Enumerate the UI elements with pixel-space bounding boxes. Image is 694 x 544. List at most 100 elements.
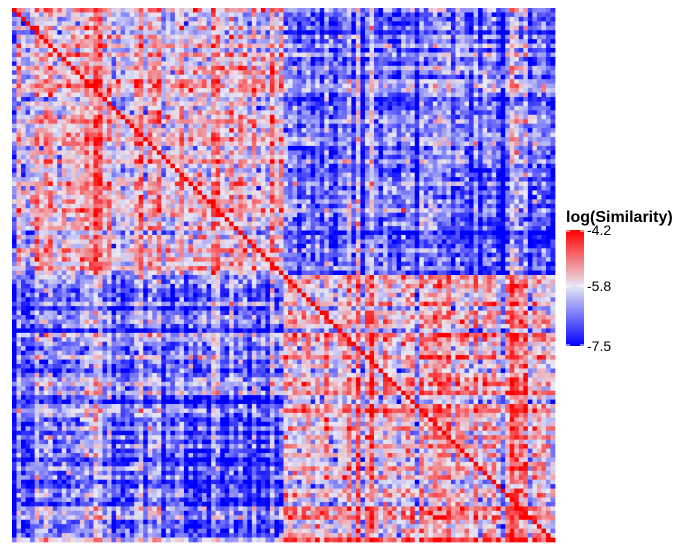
heatmap-cell: [482, 43, 488, 49]
heatmap-cell: [25, 30, 31, 36]
heatmap-cell: [30, 56, 35, 62]
heatmap-cell: [491, 163, 497, 169]
heatmap-cell: [265, 137, 271, 142]
heatmap-cell: [514, 12, 520, 18]
heatmap-cell: [215, 92, 221, 98]
heatmap-cell: [401, 21, 407, 27]
heatmap-cell: [310, 88, 316, 93]
heatmap-cell: [70, 70, 76, 76]
heatmap-cell: [269, 43, 275, 49]
heatmap-cell: [34, 92, 40, 98]
heatmap-cell: [396, 92, 402, 98]
heatmap-cell: [333, 128, 339, 133]
heatmap-cell: [432, 181, 438, 187]
heatmap-cell: [170, 119, 176, 125]
heatmap-cell: [229, 43, 235, 49]
heatmap-cell: [505, 177, 511, 182]
heatmap-cell: [21, 97, 26, 102]
heatmap-cell: [224, 172, 230, 178]
heatmap-cell: [319, 119, 325, 125]
heatmap-cell: [21, 168, 26, 173]
heatmap-cell: [52, 8, 58, 13]
heatmap-cell: [202, 105, 207, 111]
heatmap-cell: [342, 172, 348, 178]
heatmap-cell: [238, 114, 244, 120]
heatmap-cell: [48, 43, 54, 49]
heatmap-cell: [66, 163, 72, 169]
heatmap-cell: [441, 16, 447, 22]
heatmap-cell: [16, 52, 22, 58]
heatmap-cell: [283, 168, 289, 173]
heatmap-cell: [464, 88, 470, 93]
heatmap-cell: [387, 16, 393, 22]
heatmap-cell: [328, 12, 334, 18]
heatmap-cell: [102, 190, 108, 196]
heatmap-cell: [410, 145, 416, 151]
heatmap-cell: [292, 123, 298, 129]
heatmap-cell: [202, 43, 207, 49]
heatmap-cell: [206, 8, 212, 13]
heatmap-cell: [437, 83, 443, 89]
heatmap-cell: [378, 43, 384, 49]
heatmap-cell: [179, 168, 185, 173]
heatmap-cell: [97, 163, 103, 169]
heatmap-cell: [43, 105, 49, 111]
heatmap-cell: [301, 92, 307, 98]
heatmap-cell: [34, 16, 40, 22]
heatmap-cell: [324, 74, 330, 80]
heatmap-cell: [527, 61, 533, 67]
heatmap-cell: [138, 181, 144, 187]
heatmap-cell: [509, 30, 515, 36]
heatmap-cell: [315, 79, 321, 84]
heatmap-cell: [188, 168, 194, 173]
heatmap-cell: [116, 181, 121, 187]
heatmap-cell: [392, 163, 397, 169]
heatmap-cell: [396, 65, 402, 71]
heatmap-cell: [374, 92, 379, 98]
heatmap-cell: [265, 74, 271, 80]
heatmap-cell: [545, 186, 551, 191]
heatmap-cell: [351, 154, 357, 160]
heatmap-cell: [211, 8, 216, 13]
heatmap-cell: [138, 128, 144, 133]
heatmap-cell: [437, 74, 443, 80]
heatmap-cell: [437, 30, 443, 36]
heatmap-cell: [88, 79, 94, 84]
heatmap-cell: [351, 39, 357, 44]
heatmap-cell: [378, 8, 384, 13]
heatmap-cell: [233, 79, 239, 84]
heatmap-cell: [120, 48, 126, 53]
heatmap-cell: [337, 12, 343, 18]
heatmap-cell: [238, 181, 244, 187]
heatmap-cell: [446, 172, 452, 178]
heatmap-cell: [242, 97, 248, 102]
heatmap-cell: [419, 154, 425, 160]
heatmap-cell: [469, 186, 474, 191]
heatmap-cell: [102, 25, 108, 31]
heatmap-cell: [21, 30, 26, 36]
heatmap-cell: [496, 110, 502, 116]
heatmap-cell: [120, 43, 126, 49]
heatmap-cell: [459, 97, 465, 102]
heatmap-cell: [346, 101, 352, 107]
heatmap-cell: [509, 48, 515, 53]
heatmap-cell: [269, 12, 275, 18]
heatmap-cell: [419, 25, 425, 31]
heatmap-cell: [500, 83, 506, 89]
heatmap-cell: [410, 154, 416, 160]
heatmap-cell: [469, 56, 474, 62]
heatmap-cell: [125, 186, 131, 191]
heatmap-cell: [396, 145, 402, 151]
heatmap-cell: [30, 163, 35, 169]
heatmap-cell: [423, 21, 429, 27]
heatmap-cell: [21, 101, 26, 107]
heatmap-cell: [84, 65, 90, 71]
heatmap-cell: [292, 101, 298, 107]
heatmap-cell: [301, 88, 307, 93]
heatmap-cell: [500, 163, 506, 169]
heatmap-cell: [464, 43, 470, 49]
heatmap-cell: [432, 56, 438, 62]
heatmap-cell: [550, 114, 556, 120]
heatmap-cell: [536, 186, 542, 191]
heatmap-cell: [369, 25, 375, 31]
